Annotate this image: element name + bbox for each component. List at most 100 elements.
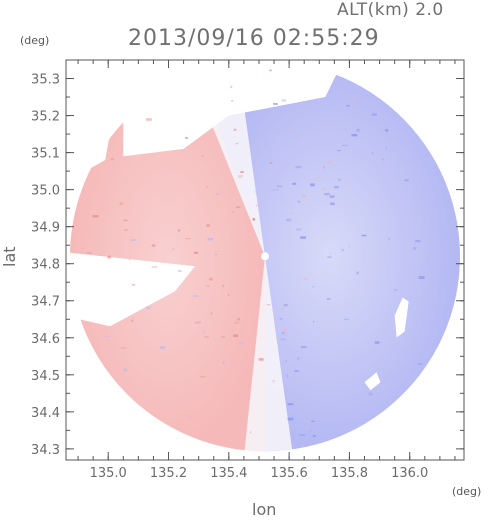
- speckle: [160, 346, 166, 349]
- speckle: [151, 266, 157, 268]
- speckle: [235, 142, 239, 145]
- speckle: [346, 105, 350, 107]
- speckle: [123, 229, 129, 231]
- speckle: [356, 271, 359, 275]
- speckle: [177, 229, 180, 232]
- speckle: [178, 270, 182, 272]
- no-echo-northwest: [66, 60, 124, 183]
- y-tick-label: 34.9: [31, 221, 60, 236]
- speckle: [348, 245, 351, 248]
- speckle: [215, 254, 218, 256]
- no-echo-north: [123, 60, 344, 157]
- speckle: [350, 99, 357, 102]
- y-tick-label: 34.7: [31, 295, 60, 310]
- speckle: [146, 118, 152, 121]
- speckle: [326, 298, 331, 300]
- x-tick-label: 135.4: [210, 466, 247, 481]
- y-tick-label: 35.0: [31, 184, 60, 199]
- speckle: [337, 150, 341, 152]
- speckle: [265, 143, 267, 146]
- speckle: [297, 357, 300, 360]
- speckle: [356, 128, 360, 132]
- southeast-cutout: [379, 404, 464, 457]
- speckle: [254, 190, 256, 194]
- speckle: [366, 118, 370, 121]
- speckle: [256, 204, 258, 207]
- speckle: [123, 368, 128, 372]
- speckle: [235, 206, 241, 208]
- east-hole-2: [364, 372, 381, 391]
- speckle: [237, 318, 241, 321]
- speckle: [382, 158, 384, 161]
- plot-frame: [65, 59, 465, 461]
- speckle: [303, 277, 309, 280]
- speckle: [413, 247, 417, 250]
- speckle: [104, 335, 109, 337]
- speckle: [312, 435, 316, 438]
- speckle: [415, 240, 421, 243]
- speckle: [230, 85, 233, 89]
- speckle: [301, 194, 307, 198]
- speckle: [266, 304, 271, 306]
- speckle: [393, 289, 398, 291]
- speckle: [120, 347, 127, 349]
- speckle: [300, 346, 307, 349]
- speckle: [240, 171, 244, 173]
- speckle: [341, 144, 348, 147]
- speckle: [204, 336, 209, 338]
- speckle: [223, 361, 225, 365]
- y-tick-label: 34.6: [31, 332, 60, 347]
- speckle: [209, 277, 213, 281]
- speckle: [281, 99, 287, 102]
- speckle: [338, 178, 341, 181]
- speckle: [272, 380, 275, 383]
- speckle: [292, 182, 297, 185]
- speckle: [272, 189, 279, 191]
- speckle: [129, 258, 131, 261]
- speckle: [286, 374, 288, 378]
- speckle: [329, 253, 332, 255]
- speckle: [234, 321, 239, 324]
- zero-velocity-band-south: [244, 256, 293, 452]
- y-tick-label: 34.4: [31, 406, 60, 421]
- speckle: [222, 284, 225, 287]
- speckle: [281, 307, 285, 310]
- speckle: [297, 200, 301, 203]
- speckle: [233, 334, 238, 338]
- speckle: [205, 186, 208, 188]
- speckle: [206, 285, 211, 287]
- x-tick-label: 135.2: [150, 466, 187, 481]
- speckle: [309, 429, 312, 431]
- speckle: [368, 392, 373, 396]
- negative-velocity-region: [198, 61, 460, 452]
- speckle: [283, 304, 288, 307]
- speckle: [238, 342, 244, 344]
- speckle: [310, 183, 315, 187]
- speckle: [404, 179, 409, 182]
- speckle: [286, 218, 292, 222]
- altitude-label: ALT(km) 2.0: [337, 0, 444, 20]
- speckle: [284, 328, 288, 332]
- speckle: [110, 157, 115, 161]
- speckle: [185, 238, 191, 240]
- x-tick-label: 135.0: [90, 466, 127, 481]
- speckle: [202, 331, 205, 334]
- speckle: [327, 160, 332, 164]
- y-tick-label: 34.3: [31, 443, 60, 458]
- speckle: [418, 276, 425, 279]
- speckle: [418, 362, 423, 365]
- x-unit-label: (deg): [452, 485, 482, 498]
- plot-border: [65, 59, 465, 461]
- speckle: [285, 360, 288, 363]
- speckle: [280, 338, 286, 340]
- speckle: [200, 155, 205, 157]
- speckle: [273, 103, 278, 105]
- speckle: [185, 137, 189, 139]
- speckle: [227, 294, 230, 296]
- speckle: [207, 237, 213, 241]
- y-tick-label: 35.3: [31, 73, 60, 88]
- speckle: [330, 202, 335, 205]
- x-tick-label: 135.8: [331, 466, 368, 481]
- speckle: [372, 152, 374, 155]
- x-axis-label: lon: [252, 500, 277, 519]
